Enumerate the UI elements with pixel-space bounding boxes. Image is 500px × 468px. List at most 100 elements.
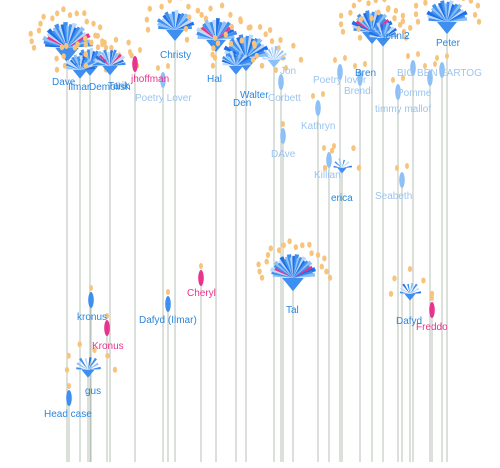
bud-tal-7 [281,242,286,249]
bud-jenni2-9 [403,34,409,41]
petal-demolish-11 [110,55,125,66]
bud-walter-1 [211,45,216,52]
bud-jenni2-2 [358,16,364,23]
bud-bren-2 [338,12,344,19]
petal-jenni2-3 [372,27,383,38]
bud-tal-15 [319,263,324,270]
petal-jon-6 [274,49,281,60]
petal-ilmar-13 [80,66,95,70]
bud-jenni2-7 [400,18,406,25]
petal-peter-13 [447,3,459,22]
petal-dave-4 [46,31,67,48]
petal-peter-5 [431,3,447,22]
bud-den-1 [210,51,215,58]
bud-demolish-3 [102,39,107,46]
bud-bren-3 [348,9,353,16]
cone-hal [206,40,226,53]
cone-jon [267,60,281,68]
bud-jenni2-4 [376,9,381,16]
bud-gus-2 [77,341,82,348]
bud-erica-1 [329,147,335,154]
bud-walter-9 [269,38,275,45]
petal-christy-10 [175,12,185,31]
bud-peter-12 [472,11,478,18]
petal-erica-3 [342,159,346,168]
pod-jhoffman [132,56,138,72]
bud-poetry-lover-0 [333,57,337,63]
flower-kathryn [311,91,325,116]
bud-erica-3 [356,164,362,171]
petal-gus-3 [84,358,88,370]
petal-hal-1 [196,31,216,40]
petal-peter-7 [437,2,447,22]
petal-dafyd-5 [410,283,418,294]
bud-walter-4 [229,24,235,30]
petal-ilmar-5 [73,54,80,70]
pod-seabeth [399,172,405,188]
petal-gus-4 [88,357,92,370]
petal-hal-11 [216,21,231,40]
flower-seabeth [395,163,409,188]
petal-christy-11 [175,13,189,30]
petal-walter-16 [246,43,266,58]
pod-kathryn [315,100,321,116]
petal-hal-9 [216,21,223,40]
petal-jenni2-2 [369,27,383,38]
pod-poetry-lover [160,72,166,88]
petal-den-9 [236,53,245,66]
petal-peter-8 [440,0,447,22]
bud-jenni2-5 [385,6,391,13]
bud-bren-11 [400,12,406,19]
pod-kronus [104,320,110,336]
bud-bren-0 [340,28,346,35]
petal-jenni2-10 [383,26,395,38]
petal-dave-6 [51,29,67,48]
petal-christy-8 [175,10,179,30]
petal-jon-5 [274,46,278,60]
petal-demolish-7 [110,50,114,66]
bud-tal-14 [322,255,327,262]
petal-jenni2-6 [380,24,383,38]
petal-jenni2-7 [383,23,386,38]
petal-gus-0 [76,367,88,370]
bud-jenni2-8 [408,24,413,31]
bud-peter-1 [413,11,419,18]
bud-dave-13 [91,20,96,27]
petal-christy-9 [175,13,182,31]
petal-walter-17 [246,45,269,58]
bud-dave-10 [74,10,80,17]
pod-head-case [66,390,72,406]
bud-hal-4 [208,5,213,12]
bud-bren-1 [338,21,344,28]
bud-ilmar-0 [54,66,60,73]
bud-kathryn-1 [321,91,325,97]
bud-hal-1 [183,25,189,32]
bud-tarik-7 [109,44,114,51]
bud-hal-3 [199,11,204,18]
bud-walter-5 [238,18,243,25]
petal-bren-3 [355,20,372,32]
bud-tal-2 [256,261,261,268]
bud-bren-12 [397,21,403,28]
bud-kronus-0 [105,313,109,319]
petal-dafyd-2 [402,283,410,294]
petal-dave-8 [54,23,67,48]
petal-den-8 [236,50,243,66]
bud-dave-2 [28,30,33,37]
petal-walter-5 [229,37,246,58]
petal-tal-20 [293,260,313,278]
petal-den-7 [236,51,239,66]
bud-christy-0 [145,26,151,33]
petal-peter-14 [447,3,463,22]
petal-dafyd-7 [410,291,422,294]
petal-bren-7 [362,12,372,32]
bud-dafyd-3 [421,277,426,284]
petal-demolish-10 [110,53,122,66]
bud-poetry-lover-1 [166,63,170,69]
flower-corbett [274,65,288,90]
bud-tal-12 [309,250,314,257]
petal-dave-5 [46,28,67,48]
bud-christy-4 [167,0,172,4]
petal-den-13 [236,62,251,66]
bud-timmy-mallof-0 [391,77,395,83]
